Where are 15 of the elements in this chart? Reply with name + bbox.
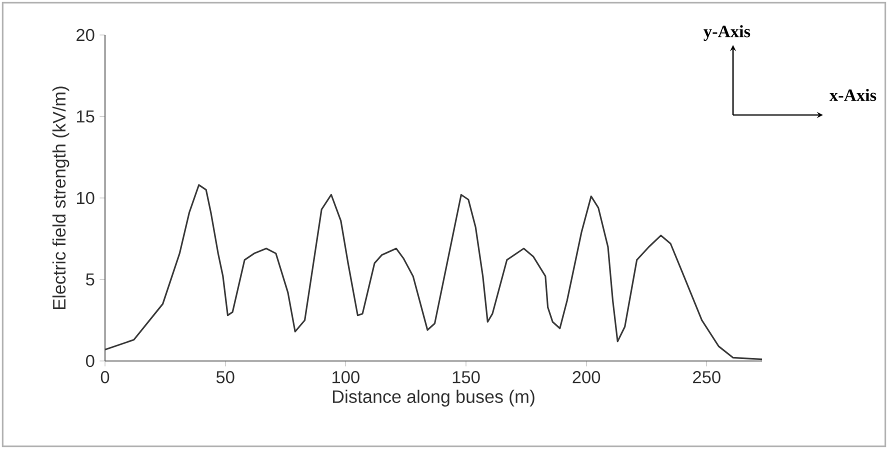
x-tick-label: 0 [100, 371, 110, 384]
x-tick-label: 50 [216, 371, 234, 384]
x-tick-label: 250 [693, 371, 720, 384]
x-tick-label: 150 [452, 371, 480, 384]
y-axis-title: Electric field strength (kV/m) [52, 86, 70, 310]
y-tick-label: 15 [77, 110, 94, 123]
x-tick-label: 200 [572, 371, 600, 384]
y-tick-label: 20 [76, 28, 94, 42]
x-tick-label: 100 [332, 371, 360, 384]
y-tick-label: 5 [86, 273, 94, 286]
x-axis-title: Distance along buses (m) [332, 390, 534, 407]
y-tick-label: 10 [77, 192, 94, 204]
annotation: y-Axis [704, 25, 750, 41]
text: x-Axis [829, 88, 876, 102]
y-tick-label: 0 [86, 354, 94, 368]
